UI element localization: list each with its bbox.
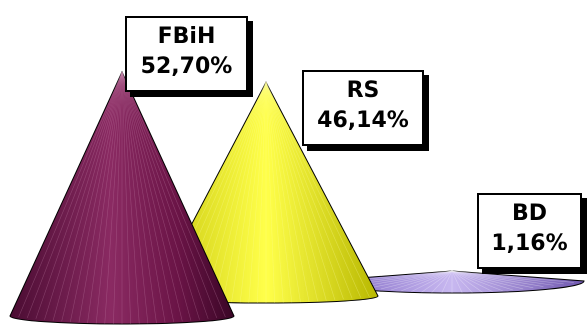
- value-label-bd: 1,16%: [491, 231, 568, 256]
- category-label-bd: BD: [511, 201, 548, 226]
- cone-bd: [319, 270, 585, 294]
- cone-body-fbih: [9, 70, 235, 325]
- category-label-fbih: FBiH: [157, 24, 216, 49]
- data-label-rs: RS 46,14%: [302, 70, 424, 146]
- cone-fbih: [9, 70, 235, 325]
- category-label-rs: RS: [346, 78, 380, 103]
- value-label-rs: 46,14%: [317, 108, 409, 133]
- value-label-fbih: 52,70%: [140, 54, 233, 79]
- data-label-bd: BD 1,16%: [477, 193, 582, 269]
- data-label-fbih: FBiH 52,70%: [125, 16, 248, 92]
